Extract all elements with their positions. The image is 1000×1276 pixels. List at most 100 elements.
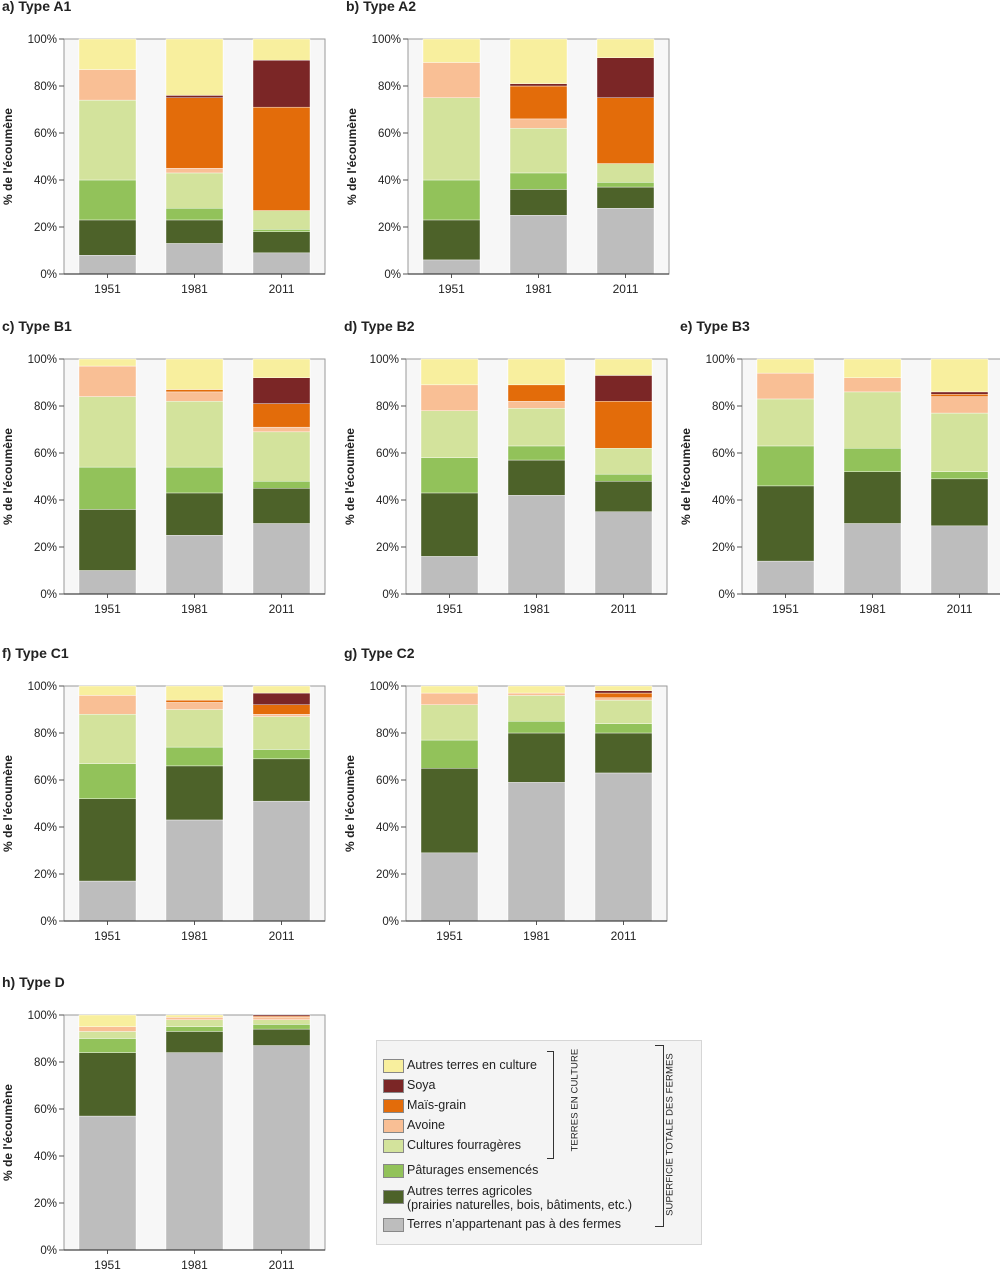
x-tick-label: 2011 [611, 602, 637, 616]
x-tick-label: 2011 [269, 1258, 295, 1272]
bar-segment [252, 716, 311, 750]
legend-label: Autres terres en culture [407, 1058, 537, 1072]
bar-segment [165, 819, 224, 922]
chart-type-a2: 0% 20% 40% 60% 80% 100% % de l'écoumène 1951 198… [345, 34, 670, 296]
y-tick-label: 100% [372, 34, 401, 46]
bar-segment [594, 697, 653, 701]
bar-segment [420, 739, 479, 769]
bar-segment [420, 685, 479, 694]
outer-bracket [655, 1045, 664, 1227]
bar-segment [252, 229, 311, 232]
bar-segment [507, 692, 566, 696]
bar-segment [509, 85, 568, 120]
bar-segment [420, 704, 479, 741]
y-tick-label: 0% [382, 916, 399, 928]
bar-segment [420, 692, 479, 705]
panel-type-a2: b) Type A2 0% 20% 40% 60% 80% 100% % de l'écou… [344, 0, 674, 300]
bar-segment [507, 358, 566, 386]
y-tick-label: 80% [712, 401, 735, 413]
bar-segment [596, 97, 655, 164]
bar-segment [594, 473, 653, 482]
bar-segment [78, 69, 137, 101]
y-tick-label: 60% [712, 448, 735, 460]
y-tick-label: 20% [34, 542, 57, 554]
panel-title: f) Type C1 [2, 645, 69, 661]
bar-segment [165, 391, 224, 402]
bar-segment [78, 695, 137, 715]
y-tick-label: 100% [28, 1010, 57, 1022]
bar-segment [78, 1038, 137, 1053]
bar-segment [420, 852, 479, 922]
bar-segment [78, 358, 137, 367]
bar-segment [509, 215, 568, 275]
bar-segment [843, 358, 902, 378]
bar-segment [252, 685, 311, 694]
bar-segment [78, 763, 137, 800]
panel-title: e) Type B3 [680, 318, 750, 334]
outer-bracket-label: SUPERFICIE TOTALE DES FERMES [664, 1053, 676, 1216]
legend-swatch [383, 1164, 404, 1178]
bar-segment [252, 480, 311, 489]
panel-title: h) Type D [2, 974, 65, 990]
bar-segment [843, 471, 902, 524]
y-tick-label: 0% [384, 269, 401, 281]
bar-segment [252, 523, 311, 595]
y-tick-label: 60% [378, 128, 401, 140]
bar-segment [509, 118, 568, 129]
bar-segment [165, 746, 224, 767]
legend-swatch [383, 1059, 404, 1073]
y-tick-label: 40% [712, 495, 735, 507]
y-tick-label: 0% [382, 589, 399, 601]
bar-segment [165, 97, 224, 169]
y-tick-label: 40% [34, 175, 57, 187]
bar-segment [252, 426, 311, 433]
bar-segment [594, 685, 653, 691]
bar-segment [165, 535, 224, 595]
x-tick-label: 1951 [94, 282, 121, 296]
x-tick-label: 1981 [181, 929, 208, 943]
bar-segment [509, 128, 568, 174]
y-tick-label: 100% [370, 681, 399, 693]
bar-segment [252, 1024, 311, 1030]
bar-segment [930, 412, 989, 473]
bar-segment [252, 210, 311, 230]
bar-segment [78, 1031, 137, 1039]
bar-segment [165, 709, 224, 748]
bar-segment [78, 509, 137, 571]
bar-segment [252, 403, 311, 428]
bar-segment [422, 259, 481, 275]
bar-segment [843, 391, 902, 449]
legend-swatch [383, 1218, 404, 1232]
y-tick-label: 80% [34, 81, 57, 93]
bar-segment [252, 800, 311, 922]
y-tick-label: 20% [34, 869, 57, 881]
bar-segment [78, 1026, 137, 1032]
bar-segment [78, 99, 137, 181]
bar-segment [507, 384, 566, 402]
bar-segment [843, 448, 902, 473]
bar-segment [507, 445, 566, 461]
bar-segment [165, 389, 224, 393]
x-tick-label: 2011 [269, 282, 295, 296]
bar-segment [165, 1014, 224, 1018]
x-tick-label: 1951 [438, 282, 465, 296]
bar-segment [843, 377, 902, 393]
bar-segment [420, 358, 479, 386]
y-tick-label: 60% [34, 128, 57, 140]
bar-segment [78, 713, 137, 764]
bar-segment [509, 38, 568, 84]
bar-segment [596, 182, 655, 188]
panel-title: a) Type A1 [2, 0, 72, 14]
legend: Autres terres en culture Soya Maïs-grain… [376, 1040, 702, 1245]
bar-segment [252, 431, 311, 482]
bar-segment [165, 699, 224, 703]
y-tick-label: 0% [40, 589, 57, 601]
bar-segment [596, 57, 655, 98]
y-tick-label: 20% [378, 222, 401, 234]
panel-title: d) Type B2 [344, 318, 415, 334]
y-tick-label: 100% [706, 354, 735, 366]
x-tick-label: 1981 [181, 1258, 208, 1272]
bar-segment [509, 189, 568, 216]
bar-segment [252, 38, 311, 61]
